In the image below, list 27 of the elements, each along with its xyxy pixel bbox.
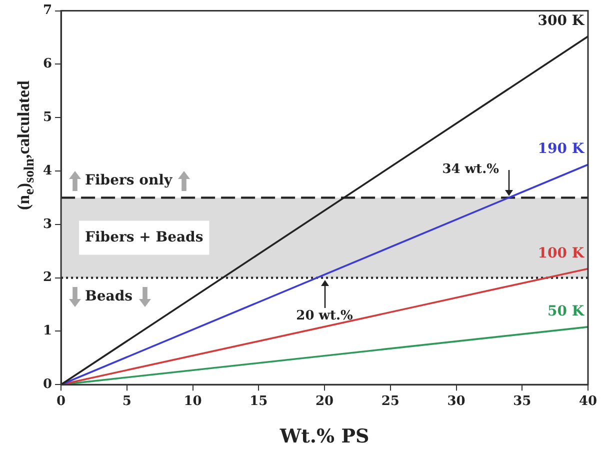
y-tick-label: 6: [43, 56, 52, 72]
ref-line-label: Beads: [85, 288, 133, 304]
y-tick-label: 2: [43, 270, 52, 286]
x-tick-label: 5: [122, 394, 132, 409]
x-tick-label: 40: [578, 394, 598, 409]
annotation: 34 wt.%: [442, 162, 500, 178]
series-label: 190 K: [538, 141, 585, 158]
y-tick-label: 7: [43, 3, 52, 18]
series-label: 300 K: [538, 13, 585, 30]
y-tick-label: 3: [43, 216, 52, 232]
y-tick-label: 0: [43, 376, 52, 392]
x-tick-label: 0: [56, 394, 66, 409]
y-tick-label: 1: [43, 324, 52, 339]
x-axis-title: Wt.% PS: [278, 426, 370, 448]
y-tick-label: 5: [43, 110, 52, 125]
series-label: 100 K: [538, 245, 585, 262]
annotation: 20 wt.%: [296, 308, 354, 324]
y-tick-label: 4: [43, 163, 52, 178]
x-tick-label: 15: [250, 394, 268, 409]
x-tick-label: 25: [381, 394, 400, 409]
x-tick-label: 30: [447, 394, 466, 409]
x-tick-label: 20: [315, 394, 334, 409]
ref-line-label: Fibers only: [85, 172, 173, 188]
x-tick-label: 35: [513, 394, 532, 409]
x-tick-label: 10: [184, 394, 202, 409]
band-label: Fibers + Beads: [85, 229, 204, 246]
series-label: 50 K: [547, 304, 585, 320]
